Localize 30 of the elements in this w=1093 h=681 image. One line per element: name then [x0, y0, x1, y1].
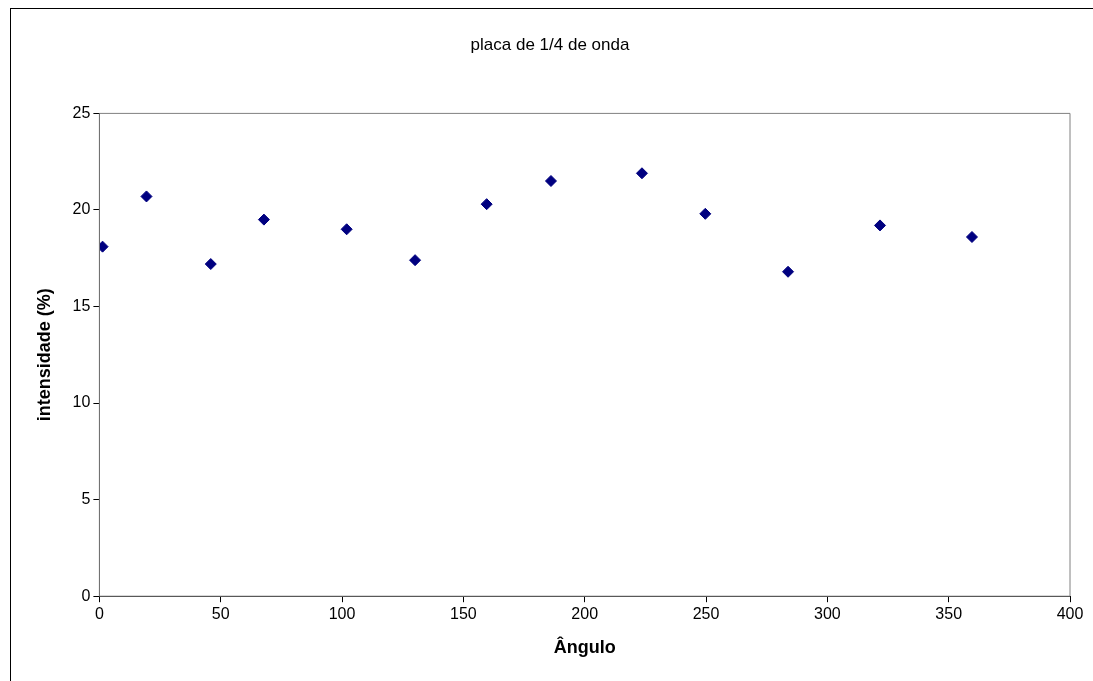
y-tick-label: 10 — [72, 393, 91, 411]
x-tick-label: 150 — [450, 605, 477, 623]
y-tick-label: 0 — [81, 586, 91, 604]
chart-title: placa de 1/4 de onda — [470, 34, 630, 54]
point — [257, 213, 270, 226]
y-tick-label: 15 — [72, 296, 91, 314]
point — [409, 254, 422, 267]
x-tick-label: 100 — [328, 605, 356, 623]
x-tick-label: 0 — [94, 605, 104, 623]
point — [204, 258, 217, 271]
point — [480, 198, 493, 211]
y-tick-label: 20 — [72, 200, 91, 218]
x-tick-label: 50 — [211, 605, 230, 623]
point — [635, 167, 648, 180]
y-tick-label: 25 — [72, 103, 91, 121]
point — [874, 219, 886, 232]
point — [140, 190, 153, 203]
point — [965, 231, 978, 243]
y-tick-label: 5 — [81, 490, 91, 508]
point — [699, 207, 712, 220]
x-tick-label: 300 — [814, 605, 841, 623]
y-axis-title: intensidade (%) — [33, 288, 54, 422]
x-tick-label: 400 — [1056, 605, 1084, 623]
x-axis-title: Ângulo — [553, 636, 616, 658]
x-tick-label: 250 — [692, 605, 720, 623]
x-tick-label: 350 — [935, 605, 963, 623]
point — [544, 174, 557, 187]
point — [782, 265, 795, 278]
x-tick-label: 200 — [571, 605, 599, 623]
point — [340, 223, 353, 236]
